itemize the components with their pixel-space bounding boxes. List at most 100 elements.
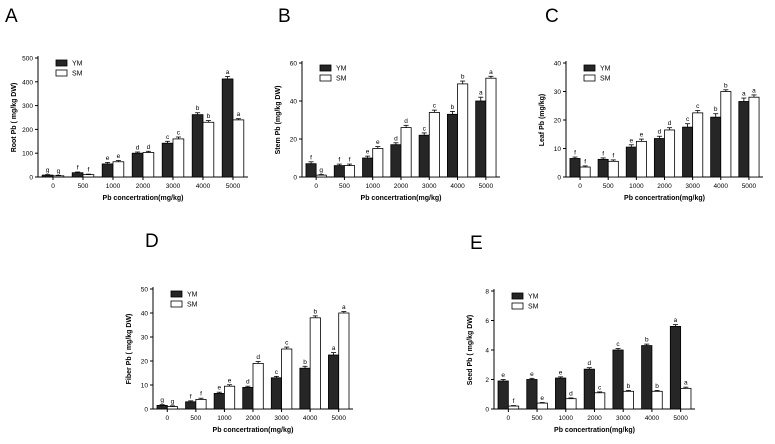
significance-letter: g — [57, 168, 61, 175]
bar-ym — [625, 146, 637, 178]
significance-letter: c — [696, 103, 700, 110]
y-axis-title: Seed Pb ( mg/kg DW) — [467, 315, 474, 385]
x-tick-label: 500 — [78, 183, 89, 190]
y-tick-label: 20 — [141, 359, 149, 366]
significance-letter: b — [645, 337, 649, 344]
significance-letter: f — [77, 165, 79, 172]
x-tick-label: 5000 — [479, 183, 494, 190]
significance-letter: f — [584, 158, 586, 165]
significance-letter: c — [686, 116, 690, 123]
bar-sm — [457, 83, 469, 178]
panel-letter: A — [5, 6, 18, 27]
x-tick-label: 5000 — [226, 183, 241, 190]
legend-label-sm: SM — [528, 304, 539, 311]
legend-swatch-sm — [583, 74, 596, 82]
significance-letter: b — [724, 82, 728, 89]
x-tick-label: 5000 — [673, 415, 688, 422]
significance-letter: a — [332, 345, 336, 352]
x-tick-label: 4000 — [645, 415, 660, 422]
significance-letter: e — [366, 149, 370, 156]
significance-letter: f — [574, 150, 576, 157]
significance-letter: d — [404, 118, 408, 125]
y-tick-label: 50 — [141, 287, 149, 294]
significance-letter: f — [310, 154, 312, 161]
bar-ym — [156, 404, 168, 410]
bar-ym — [71, 172, 84, 178]
significance-letter: a — [237, 111, 241, 118]
bar-ym — [41, 174, 54, 178]
bar-sm — [579, 166, 591, 178]
legend-swatch-sm — [319, 74, 332, 82]
x-tick-label: 2000 — [246, 415, 261, 422]
legend-label-ym: YM — [336, 66, 347, 73]
significance-letter: b — [451, 104, 455, 111]
significance-letter: f — [200, 391, 202, 398]
bar-ym — [710, 116, 722, 178]
significance-letter: g — [319, 167, 323, 174]
panel-letter: B — [278, 6, 291, 27]
bar-sm — [536, 402, 548, 410]
x-tick-label: 3000 — [685, 183, 700, 190]
y-axis-title: Leaf Pb (mg/kg) — [539, 94, 546, 147]
bar-ym — [653, 138, 665, 178]
x-tick-label: 1000 — [629, 183, 644, 190]
x-tick-label: 500 — [603, 183, 614, 190]
bar-sm — [52, 175, 65, 178]
bar-sm — [372, 148, 384, 178]
legend-swatch-ym — [511, 292, 524, 300]
chart-panel-d: D 0 10 20 30 40 50 Fiber Pb ( mg/kg DW) 0 g g 500 f f… — [126, 231, 353, 434]
bar-ym — [669, 325, 682, 410]
bar-sm — [507, 405, 520, 410]
bar-ym — [583, 368, 595, 410]
x-axis-title: Pb concertration(mg/kg) — [554, 427, 635, 434]
y-tick-label: 0 — [557, 175, 561, 182]
significance-letter: c — [275, 369, 279, 376]
y-tick-label: 30 — [141, 335, 149, 342]
bar-sm — [607, 160, 619, 178]
significance-letter: e — [530, 371, 534, 378]
bar-ym — [682, 126, 694, 178]
significance-letter: d — [668, 120, 672, 127]
bar-ym — [221, 78, 234, 178]
y-tick-label: 4 — [485, 348, 489, 355]
bar-sm — [252, 362, 264, 410]
bar-ym — [390, 144, 402, 178]
significance-letter: a — [752, 87, 756, 94]
x-tick-label: 5000 — [742, 183, 757, 190]
x-tick-label: 3000 — [274, 415, 289, 422]
x-axis-title: Pb concertration(mg/kg) — [103, 195, 184, 202]
significance-letter: c — [433, 103, 437, 110]
significance-letter: b — [461, 74, 465, 81]
x-tick-label: 0 — [165, 415, 169, 422]
significance-letter: b — [714, 106, 718, 113]
chart-panel-e: E 0 2 4 6 8 Seed Pb ( mg/kg DW) 0 e f 500 e e 1000 e d 2… — [467, 233, 695, 434]
significance-letter: c — [598, 384, 602, 391]
significance-letter: b — [207, 113, 211, 120]
significance-letter: a — [684, 380, 688, 387]
significance-letter: e — [117, 153, 121, 160]
x-tick-label: 4000 — [303, 415, 318, 422]
significance-letter: c — [166, 134, 170, 141]
bar-sm — [635, 140, 647, 178]
significance-letter: b — [196, 105, 200, 112]
x-tick-label: 3000 — [616, 415, 631, 422]
x-tick-label: 0 — [578, 183, 582, 190]
x-tick-label: 2000 — [394, 183, 409, 190]
x-tick-label: 5000 — [331, 415, 346, 422]
y-tick-label: 30 — [554, 89, 562, 96]
significance-letter: e — [559, 369, 563, 376]
bar-ym — [101, 163, 114, 178]
x-tick-label: 1000 — [559, 415, 574, 422]
panel-letter: C — [545, 6, 559, 27]
legend-swatch-ym — [55, 59, 68, 67]
bar-ym — [333, 165, 345, 178]
bar-ym — [475, 100, 487, 178]
bar-ym — [526, 379, 538, 410]
y-tick-label: 10 — [141, 383, 149, 390]
panel-letter: D — [145, 231, 159, 252]
panel-letter: E — [470, 233, 483, 254]
x-tick-label: 1000 — [217, 415, 232, 422]
bar-sm — [651, 390, 663, 410]
bar-sm — [112, 161, 125, 178]
